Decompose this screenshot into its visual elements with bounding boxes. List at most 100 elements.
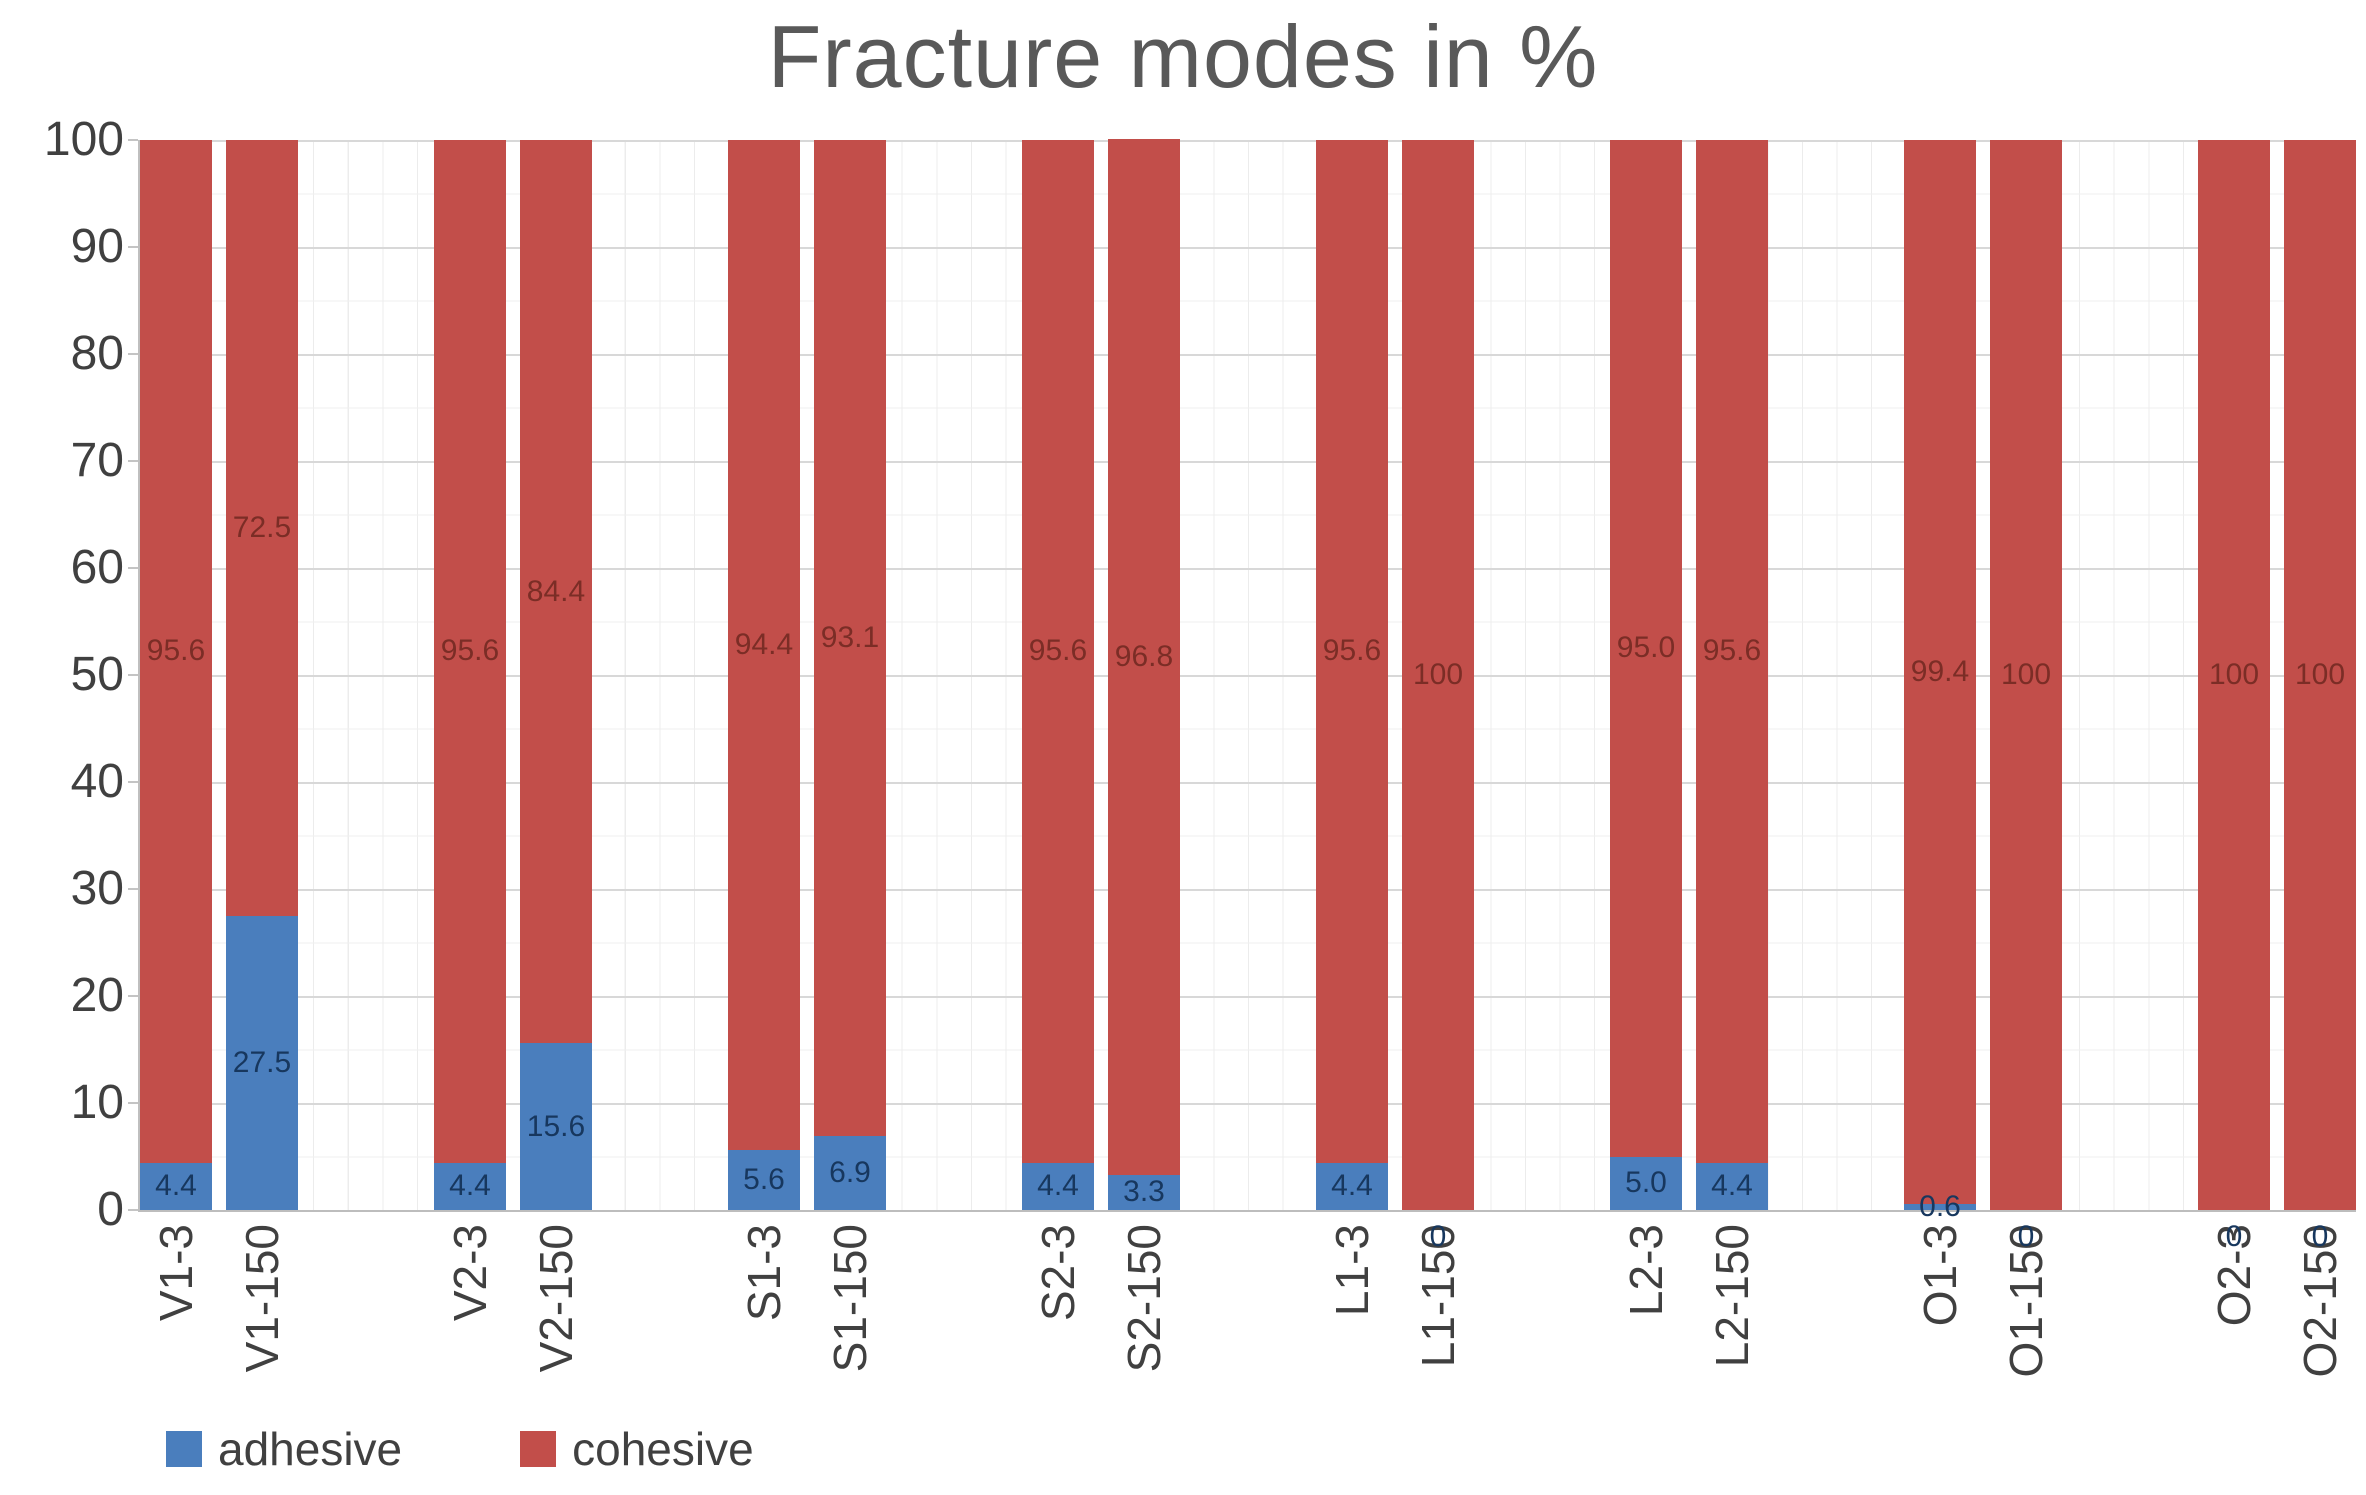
x-label-pair: O2-3 O2-150 [2198,1224,2356,1440]
x-label-S1-3: S1-3 [728,1224,800,1440]
x-label-pair: L1-3 L1-150 [1316,1224,1474,1440]
adhesive-value-label: 4.4 [1037,1169,1079,1203]
bar-L1-150: 100 0 [1402,140,1474,1253]
cohesive-value-label: 100 [1412,658,1464,691]
adhesive-value-label: 15.6 [526,1109,586,1143]
x-label-pair: O1-3 O1-150 [1904,1224,2062,1440]
bar-S2-3: 95.6 4.4 [1022,140,1094,1210]
cohesive-segment [434,140,506,1163]
x-label-text: O1-3 [1914,1224,1966,1327]
x-label-text: S2-150 [1118,1224,1170,1373]
x-label-text: L2-3 [1620,1224,1672,1317]
x-label-pair: S1-3 S1-150 [728,1224,886,1440]
x-label-V2-3: V2-3 [434,1224,506,1440]
cohesive-value-label: 96.8 [1114,639,1174,673]
cohesive-segment [140,140,212,1163]
bar-pair: 95.0 5.0 95.6 4.4 [1610,140,1768,1210]
cohesive-segment [1610,140,1682,1157]
y-tick-label: 70 [70,434,124,487]
y-tick-mark [128,995,138,997]
cohesive-value-label: 100 [2208,658,2260,691]
cohesive-value-label: 94.4 [734,628,794,662]
x-label-pair: S2-3 S2-150 [1022,1224,1180,1440]
plot-area: 95.6 4.4 72.5 27.5 95.6 4.4 84.4 15.6 94.4 5.6 93.… [138,138,2356,1253]
cohesive-segment [2284,140,2356,1210]
x-label-O1-150: O1-150 [1990,1224,2062,1440]
bar-V2-150: 84.4 15.6 [520,140,592,1210]
x-label-L1-3: L1-3 [1316,1224,1388,1440]
bar-pair: 95.6 4.4 96.8 3.3 [1022,138,1180,1210]
legend-item-cohesive: cohesive [520,1426,754,1472]
x-axis: V1-3 V1-150 V2-3 V2-150 S1-3 S1-150 S2-3 S2-150… [140,1224,2356,1440]
y-tick-label: 0 [97,1183,124,1236]
adhesive-segment [1610,1156,1682,1210]
y-tick-mark [128,246,138,248]
cohesive-segment [520,140,592,1044]
adhesive-value-label: 0.6 [1919,1189,1961,1223]
bars-container: 95.6 4.4 72.5 27.5 95.6 4.4 84.4 15.6 94.4 5.6 93.… [140,138,2356,1253]
y-tick-mark [128,353,138,355]
x-label-text: V2-3 [444,1224,496,1322]
x-label-pair: V1-3 V1-150 [140,1224,298,1440]
cohesive-segment [1990,140,2062,1210]
x-label-S2-150: S2-150 [1108,1224,1180,1440]
cohesive-segment [2198,140,2270,1210]
cohesive-value-label: 95.6 [1702,634,1762,668]
y-tick-label: 80 [70,327,124,380]
x-label-text: V2-150 [530,1224,582,1373]
cohesive-segment [1316,140,1388,1163]
cohesive-segment [1402,140,1474,1210]
cohesive-segment [814,140,886,1137]
cohesive-segment [1108,138,1180,1175]
adhesive-segment [226,915,298,1210]
cohesive-segment [1696,140,1768,1163]
bar-pair: 99.4 0.6 100 0 [1904,140,2062,1253]
cohesive-value-label: 95.6 [1028,634,1088,668]
x-label-V2-150: V2-150 [520,1224,592,1440]
bar-pair: 95.6 4.4 72.5 27.5 [140,140,298,1210]
adhesive-value-label: 0 [2311,1220,2329,1253]
y-tick-mark [128,139,138,141]
cohesive-swatch [520,1431,557,1467]
x-label-S1-150: S1-150 [814,1224,886,1440]
adhesive-value-label: 4.4 [1331,1169,1373,1203]
cohesive-value-label: 95.0 [1616,631,1676,665]
adhesive-segment [728,1150,800,1210]
bar-L1-3: 95.6 4.4 [1316,140,1388,1210]
y-tick-label: 90 [70,220,124,273]
adhesive-segment [1316,1162,1388,1210]
adhesive-value-label: 5.0 [1625,1166,1667,1200]
legend-label: adhesive [218,1423,403,1475]
bar-pair: 95.6 4.4 84.4 15.6 [434,140,592,1210]
x-label-L2-150: L2-150 [1696,1224,1768,1440]
bar-V1-150: 72.5 27.5 [226,140,298,1210]
adhesive-value-label: 4.4 [449,1169,491,1203]
adhesive-swatch [166,1431,202,1467]
cohesive-value-label: 95.6 [146,634,206,668]
y-tick-label: 10 [70,1076,124,1129]
cohesive-segment [728,140,800,1151]
bar-O1-150: 100 0 [1990,140,2062,1253]
y-tick-label: 60 [70,541,124,594]
y-tick-label: 30 [70,862,124,915]
cohesive-segment [226,140,298,916]
x-label-text: S2-3 [1032,1224,1084,1322]
adhesive-value-label: 4.4 [1711,1169,1753,1203]
y-tick-mark [128,674,138,676]
adhesive-value-label: 4.4 [155,1169,197,1203]
x-label-L2-3: L2-3 [1610,1224,1682,1440]
y-tick-mark [128,888,138,890]
adhesive-value-label: 27.5 [232,1045,292,1079]
y-axis: 0 10 20 30 40 50 60 70 80 90 100 [0,0,124,1495]
y-tick-label: 100 [43,113,124,166]
cohesive-segment [1022,140,1094,1163]
x-label-text: V1-3 [150,1224,202,1322]
adhesive-segment [814,1136,886,1210]
x-label-V1-150: V1-150 [226,1224,298,1440]
x-label-L1-150: L1-150 [1402,1224,1474,1440]
bar-L2-150: 95.6 4.4 [1696,140,1768,1210]
cohesive-value-label: 95.6 [440,634,500,668]
cohesive-value-label: 100 [2294,658,2346,691]
x-label-text: S1-3 [738,1224,790,1322]
x-label-text: S1-150 [824,1224,876,1373]
